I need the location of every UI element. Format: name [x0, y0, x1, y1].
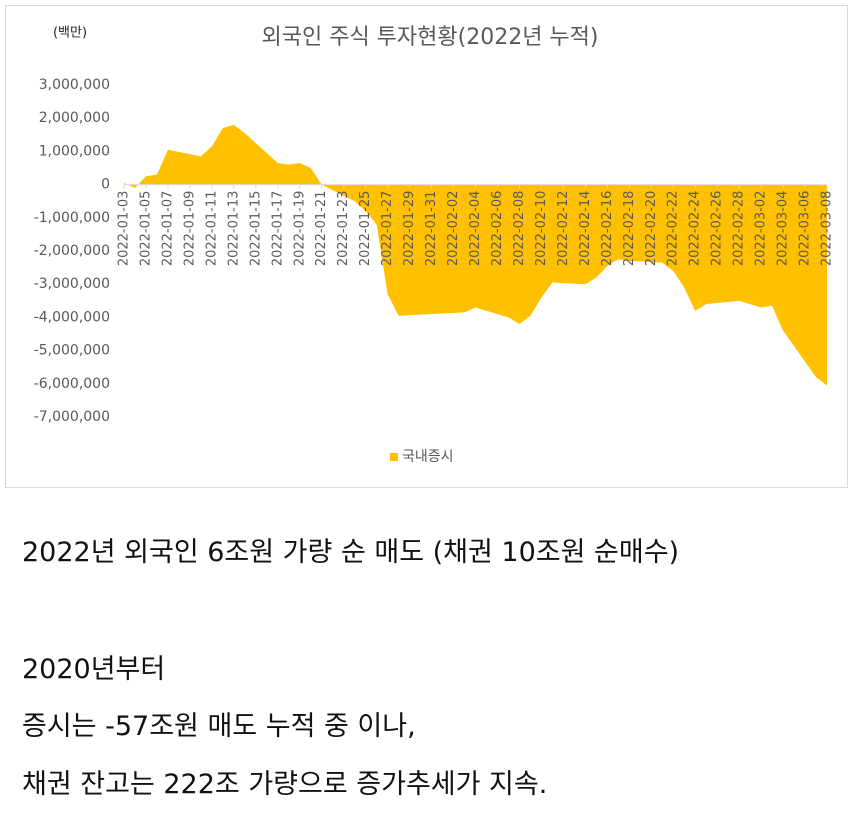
y-tick-label: 3,000,000: [39, 77, 110, 93]
paragraph: 증시는 -57조원 매도 누적 중 이나,: [22, 711, 416, 742]
y-tick-label: 2,000,000: [39, 110, 110, 126]
unit-label: (백만): [53, 26, 87, 41]
x-tick-label: 2022-02-22: [666, 191, 681, 267]
x-tick-label: 2022-01-03: [117, 191, 132, 267]
y-tick-label: -7,000,000: [34, 409, 110, 425]
x-tick-label: 2022-01-07: [160, 191, 175, 267]
x-tick-label: 2022-02-02: [446, 191, 461, 267]
chart-title: 외국인 주식 투자현황(2022년 누적): [261, 25, 598, 50]
x-tick-label: 2022-01-29: [402, 191, 417, 267]
x-tick-label: 2022-01-15: [248, 191, 263, 267]
x-tick-label: 2022-02-08: [512, 191, 527, 267]
x-tick-label: 2022-01-23: [336, 191, 351, 267]
x-tick-label: 2022-01-25: [358, 191, 373, 267]
headline: 2022년 외국인 6조원 가량 순 매도 (채권 10조원 순매수): [22, 537, 680, 568]
x-tick-label: 2022-03-06: [798, 191, 813, 267]
x-tick-label: 2022-02-26: [710, 191, 725, 267]
y-tick-label: -1,000,000: [34, 210, 110, 226]
x-tick-label: 2022-02-18: [622, 191, 637, 267]
x-tick-label: 2022-01-27: [380, 191, 395, 267]
x-tick-label: 2022-02-20: [644, 191, 659, 267]
x-tick-label: 2022-01-13: [226, 191, 241, 267]
x-tick-label: 2022-01-17: [270, 191, 285, 267]
x-tick-label: 2022-01-05: [138, 191, 153, 267]
x-tick-label: 2022-02-24: [688, 191, 703, 267]
y-tick-label: -5,000,000: [34, 343, 110, 359]
x-tick-label: 2022-03-04: [776, 191, 791, 267]
y-tick-label: -2,000,000: [34, 243, 110, 259]
legend-swatch: [390, 453, 398, 461]
x-tick-label: 2022-02-04: [468, 191, 483, 267]
y-tick-label: -4,000,000: [34, 309, 110, 325]
paragraph: 채권 잔고는 222조 가량으로 증가추세가 지속.: [22, 769, 548, 800]
x-tick-label: 2022-02-12: [556, 191, 571, 267]
legend-label: 국내증시: [402, 449, 454, 465]
x-tick-label: 2022-01-11: [204, 191, 219, 267]
x-tick-label: 2022-02-10: [534, 191, 549, 267]
x-tick-label: 2022-03-08: [820, 191, 835, 267]
y-tick-label: 1,000,000: [39, 143, 110, 159]
y-tick-label: -6,000,000: [34, 376, 110, 392]
x-tick-label: 2022-01-09: [182, 191, 197, 267]
area: [124, 124, 827, 386]
x-tick-label: 2022-01-21: [314, 191, 329, 267]
x-tick-label: 2022-01-19: [292, 191, 307, 267]
x-tick-label: 2022-02-16: [600, 191, 615, 267]
x-tick-label: 2022-01-31: [424, 191, 439, 267]
x-tick-label: 2022-02-14: [578, 191, 593, 267]
paragraph: 2020년부터: [22, 654, 166, 685]
x-tick-label: 2022-02-28: [732, 191, 747, 267]
chart: (백만) 외국인 주식 투자현황(2022년 누적) 3,000,000 2,00…: [5, 5, 848, 488]
x-tick-label: 2022-02-06: [490, 191, 505, 267]
y-tick-label: 0: [101, 177, 110, 193]
y-tick-label: -3,000,000: [34, 276, 110, 292]
x-tick-label: 2022-03-02: [754, 191, 769, 267]
